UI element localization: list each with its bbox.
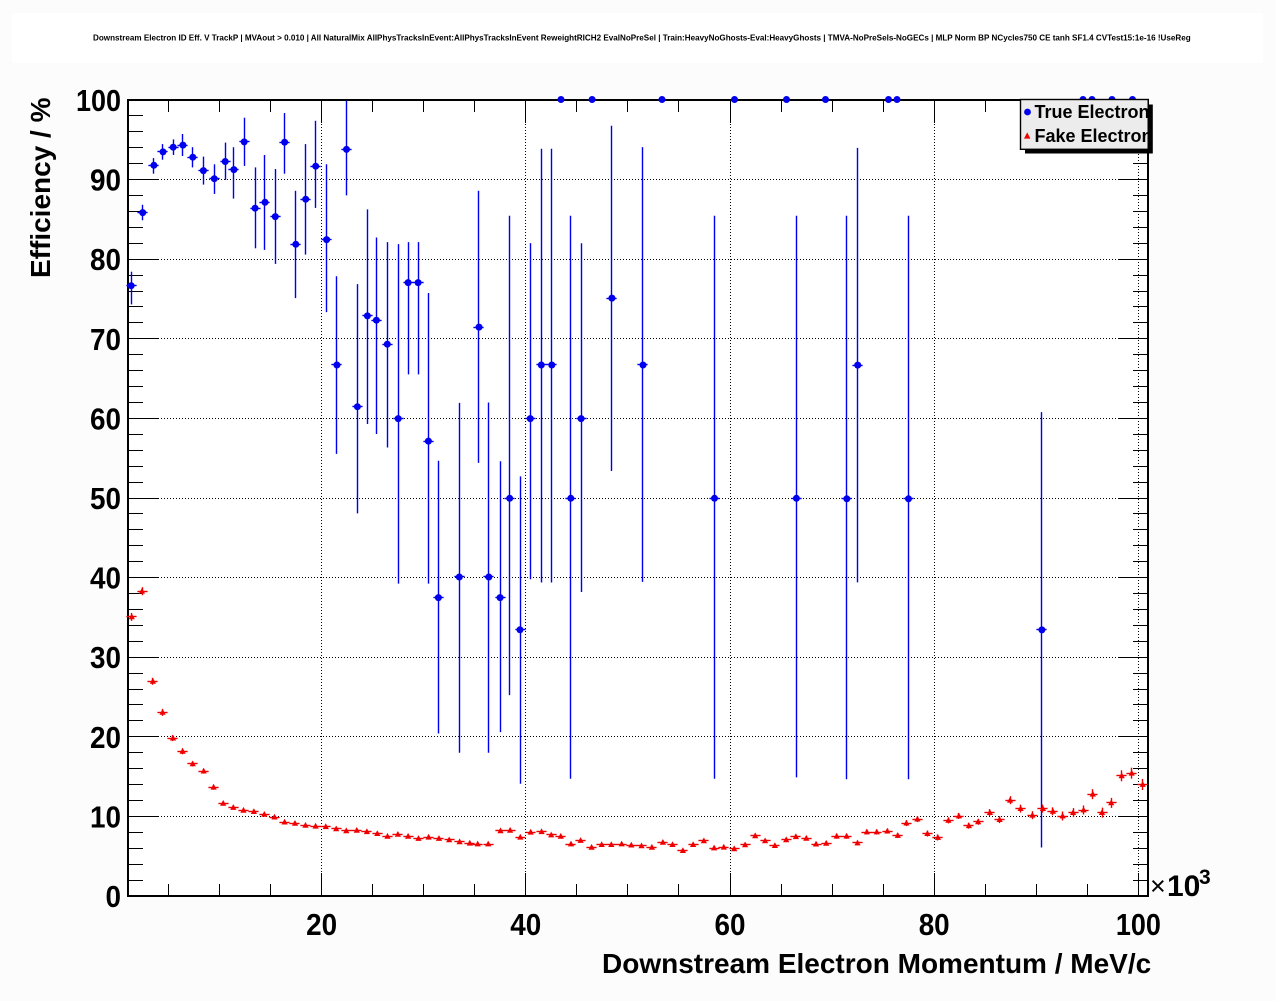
- svg-text:10: 10: [90, 800, 121, 834]
- svg-text:90: 90: [90, 164, 121, 198]
- svg-text:20: 20: [306, 908, 337, 942]
- svg-text:Downstream Electron Momentum /: Downstream Electron Momentum / MeV/c: [602, 948, 1151, 979]
- svg-text:80: 80: [919, 908, 950, 942]
- svg-text:40: 40: [90, 562, 121, 596]
- svg-text:True Electron: True Electron: [1035, 102, 1150, 122]
- svg-text:40: 40: [510, 908, 541, 942]
- svg-text:×: ×: [1150, 871, 1166, 901]
- svg-text:60: 60: [90, 402, 121, 436]
- svg-text:70: 70: [90, 323, 121, 357]
- svg-text:80: 80: [90, 243, 121, 277]
- svg-text:3: 3: [1199, 866, 1211, 889]
- svg-text:100: 100: [76, 84, 121, 118]
- svg-text:30: 30: [90, 641, 121, 675]
- svg-text:50: 50: [90, 482, 121, 516]
- svg-text:Efficiency / %: Efficiency / %: [25, 97, 56, 278]
- svg-text:100: 100: [1116, 908, 1161, 942]
- svg-text:Downstream Electron ID Eff. V: Downstream Electron ID Eff. V TrackP | M…: [93, 34, 1191, 43]
- svg-text:10: 10: [1167, 870, 1200, 903]
- svg-text:Fake Electron: Fake Electron: [1035, 126, 1153, 146]
- svg-text:60: 60: [715, 908, 746, 942]
- svg-text:0: 0: [106, 880, 122, 914]
- svg-text:20: 20: [90, 721, 121, 755]
